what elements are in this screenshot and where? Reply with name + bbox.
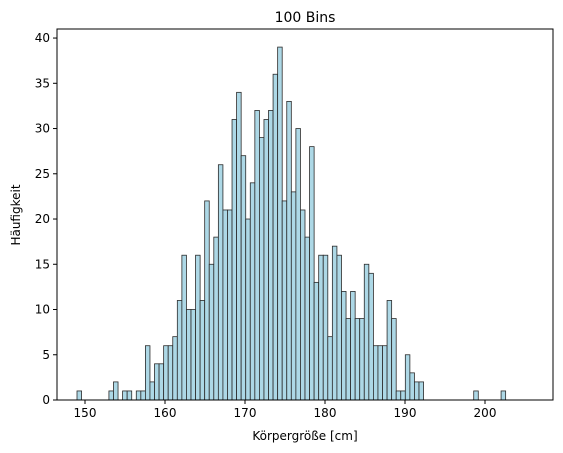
histogram-bar (123, 391, 128, 400)
histogram-bar (209, 264, 214, 400)
histogram-bar (177, 300, 182, 400)
histogram-bar (200, 300, 205, 400)
histogram-bar (310, 147, 315, 400)
histogram-bar (205, 201, 210, 400)
histogram-bar (319, 255, 324, 400)
y-tick-label: 10 (35, 303, 50, 317)
histogram-bar (351, 291, 356, 400)
histogram-bar (150, 382, 155, 400)
x-axis-ticks: 150 160 170 180 190 200 (74, 400, 497, 420)
histogram-bar (269, 110, 274, 400)
histogram-bar (328, 337, 333, 400)
histogram-bar (214, 237, 219, 400)
x-tick-label: 180 (314, 406, 337, 420)
histogram-bar (186, 310, 191, 400)
histogram-bar (282, 201, 287, 400)
histogram-bar (168, 346, 173, 400)
histogram-bar (232, 119, 237, 400)
histogram-bar (405, 355, 410, 400)
histogram-bar (419, 382, 424, 400)
histogram-bar (314, 282, 319, 400)
histogram-bar (278, 47, 283, 400)
histogram-bar (300, 210, 305, 400)
x-tick-label: 200 (474, 406, 497, 420)
histogram-bar (474, 391, 479, 400)
histogram-bar (182, 255, 187, 400)
histogram-bar (141, 391, 146, 400)
histogram-bar (305, 237, 310, 400)
histogram-bar (373, 346, 378, 400)
y-tick-label: 0 (42, 393, 50, 407)
histogram-bar (273, 74, 278, 400)
histogram-bar (291, 192, 296, 400)
histogram-bar (392, 319, 397, 400)
y-axis-ticks: 0 5 10 15 20 25 30 35 40 (35, 31, 57, 407)
histogram-bar (241, 156, 246, 400)
y-tick-label: 20 (35, 212, 50, 226)
histogram-bar (250, 183, 255, 400)
histogram-bar (360, 319, 365, 400)
y-tick-label: 30 (35, 122, 50, 136)
histogram-bar (369, 273, 374, 400)
y-tick-label: 35 (35, 76, 50, 90)
histogram-bar (136, 391, 141, 400)
histogram-bar (259, 138, 264, 400)
histogram-bar (332, 246, 337, 400)
y-tick-label: 5 (42, 348, 50, 362)
histogram-bar (155, 364, 160, 400)
histogram-bar (396, 391, 401, 400)
histogram-bar (159, 364, 164, 400)
histogram-bar (127, 391, 132, 400)
histogram-bar (145, 346, 150, 400)
histogram-bar (218, 165, 223, 400)
histogram-bar (410, 373, 415, 400)
histogram-bar (346, 319, 351, 400)
histogram-bar (173, 337, 178, 400)
bars-group (77, 47, 506, 400)
histogram-bar (196, 255, 201, 400)
histogram-bar (364, 264, 369, 400)
histogram-bar (383, 346, 388, 400)
histogram-bar (113, 382, 118, 400)
x-tick-label: 150 (74, 406, 97, 420)
histogram-bar (223, 210, 228, 400)
x-axis-label: Körpergröße [cm] (252, 429, 357, 443)
histogram-bar (237, 92, 242, 400)
histogram-bar (355, 319, 360, 400)
histogram-bar (401, 391, 406, 400)
histogram-bar (287, 101, 292, 400)
histogram-bar (264, 119, 269, 400)
histogram-bar (255, 110, 260, 400)
histogram-bar (109, 391, 114, 400)
x-tick-label: 160 (154, 406, 177, 420)
y-tick-label: 15 (35, 257, 50, 271)
y-tick-label: 40 (35, 31, 50, 45)
x-tick-label: 170 (234, 406, 257, 420)
histogram-bar (378, 346, 383, 400)
histogram-bar (323, 255, 328, 400)
histogram-bar (227, 210, 232, 400)
histogram-bar (341, 291, 346, 400)
histogram-bar (501, 391, 506, 400)
histogram-bar (414, 382, 419, 400)
histogram-bar (387, 300, 392, 400)
y-tick-label: 25 (35, 167, 50, 181)
y-axis-label: Häufigkeit (9, 184, 23, 245)
histogram-bar (337, 255, 342, 400)
histogram-bar (77, 391, 82, 400)
chart-title: 100 Bins (275, 10, 336, 26)
histogram-bar (296, 129, 301, 400)
x-tick-label: 190 (394, 406, 417, 420)
histogram-bar (164, 346, 169, 400)
histogram-bar (246, 219, 251, 400)
histogram-bar (191, 310, 196, 400)
